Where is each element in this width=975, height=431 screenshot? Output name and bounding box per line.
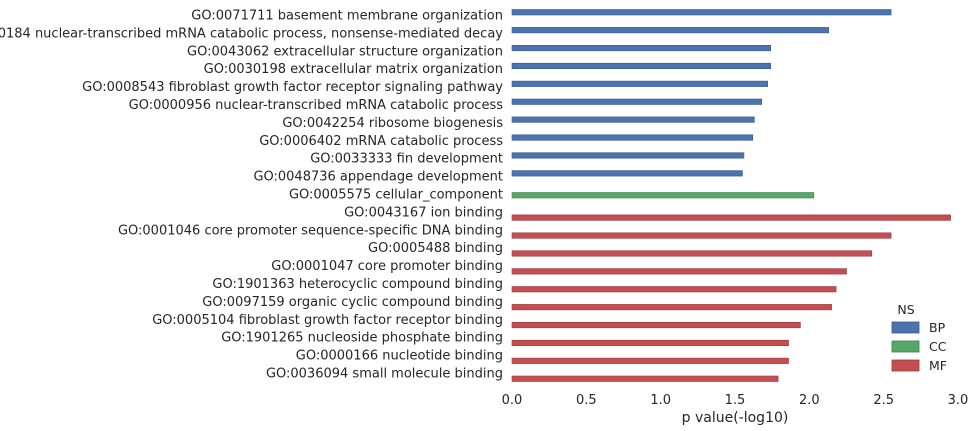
bar-mf bbox=[511, 321, 801, 329]
legend-title: NS bbox=[897, 302, 914, 317]
bar-cc bbox=[511, 192, 815, 199]
category-label: GO:0043167 ion binding bbox=[344, 205, 503, 220]
category-label: GO:0000184 nuclear-transcribed mRNA cata… bbox=[0, 26, 503, 41]
category-label: GO:0000166 nucleotide binding bbox=[296, 349, 503, 364]
legend: NS BP CC MF bbox=[891, 302, 947, 373]
bar-bp bbox=[511, 80, 769, 87]
x-tick-label: 2.5 bbox=[873, 393, 894, 408]
category-label: GO:1901363 heterocyclic compound binding bbox=[212, 277, 503, 292]
x-axis: 0.0 0.5 1.0 1.5 2.0 2.5 3.0 bbox=[502, 393, 969, 408]
bar-mf bbox=[511, 357, 789, 364]
x-tick-label: 0.0 bbox=[502, 393, 523, 408]
category-label: GO:0043062 extracellular structure organ… bbox=[187, 44, 503, 59]
bar-bp bbox=[511, 170, 743, 177]
legend-label-bp: BP bbox=[929, 320, 946, 335]
legend-label-cc: CC bbox=[929, 339, 947, 354]
category-label: GO:0006402 mRNA catabolic process bbox=[259, 134, 503, 149]
category-label: GO:0005104 fibroblast growth factor rece… bbox=[152, 313, 503, 328]
category-label: GO:0005575 cellular_component bbox=[289, 188, 503, 203]
category-label: GO:0008543 fibroblast growth factor rece… bbox=[82, 80, 503, 95]
bar-mf bbox=[511, 250, 873, 257]
x-tick-label: 1.0 bbox=[650, 393, 671, 408]
bar-bp bbox=[511, 116, 755, 123]
bar-bp bbox=[511, 98, 763, 105]
bar-bp bbox=[511, 134, 754, 141]
category-label: GO:0097159 organic cyclic compound bindi… bbox=[202, 295, 503, 310]
category-label: GO:0005488 binding bbox=[368, 241, 503, 256]
bar-mf bbox=[511, 339, 789, 347]
category-label: GO:1901265 nucleoside phosphate binding bbox=[221, 331, 503, 346]
bar-mf bbox=[511, 375, 779, 382]
x-tick-label: 3.0 bbox=[948, 393, 969, 408]
x-tick-label: 2.0 bbox=[799, 393, 820, 408]
x-axis-title: p value(-log10) bbox=[682, 410, 789, 426]
x-tick-label: 0.5 bbox=[576, 393, 597, 408]
category-label: GO:0001046 core promoter sequence-specif… bbox=[118, 223, 503, 238]
bar-bp bbox=[511, 44, 771, 52]
category-label: GO:0071711 basement membrane organizatio… bbox=[191, 9, 503, 24]
bars bbox=[511, 9, 951, 382]
category-label: GO:0000956 nuclear-transcribed mRNA cata… bbox=[129, 98, 504, 113]
category-label: GO:0001047 core promoter binding bbox=[271, 259, 503, 274]
category-label: GO:0048736 appendage development bbox=[253, 170, 503, 185]
bar-bp bbox=[511, 27, 829, 34]
category-label: GO:0036094 small molecule binding bbox=[266, 367, 503, 382]
bar-mf bbox=[511, 214, 951, 221]
bar-mf bbox=[511, 232, 892, 239]
category-labels: GO:0071711 basement membrane organizatio… bbox=[0, 9, 503, 382]
category-label: GO:0030198 extracellular matrix organiza… bbox=[204, 62, 503, 77]
bar-mf bbox=[511, 304, 832, 311]
legend-swatch-bp bbox=[891, 321, 920, 334]
bar-mf bbox=[511, 286, 837, 293]
bar-bp bbox=[511, 152, 745, 159]
bar-bp bbox=[511, 9, 892, 16]
bar-mf bbox=[511, 268, 847, 275]
category-label: GO:0042254 ribosome biogenesis bbox=[282, 116, 503, 131]
legend-label-mf: MF bbox=[929, 358, 947, 373]
bar-bp bbox=[511, 62, 771, 70]
category-label: GO:0033333 fin development bbox=[310, 152, 503, 167]
legend-swatch-cc bbox=[891, 340, 920, 353]
x-tick-label: 1.5 bbox=[725, 393, 746, 408]
legend-swatch-mf bbox=[891, 359, 920, 372]
